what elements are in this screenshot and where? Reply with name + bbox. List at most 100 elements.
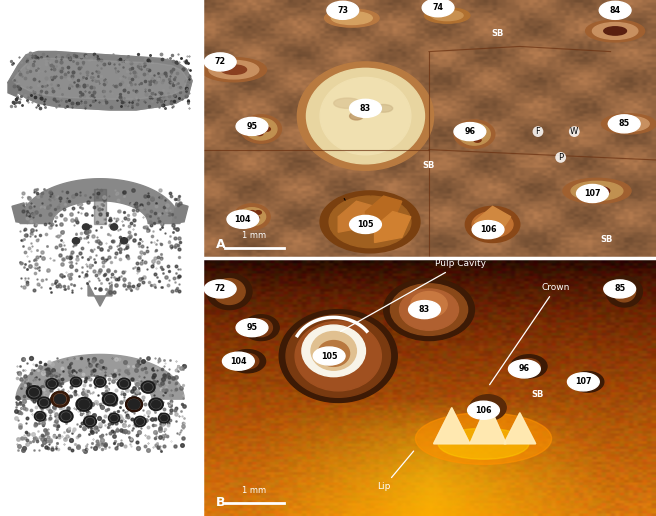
Circle shape	[250, 122, 257, 126]
Circle shape	[454, 122, 485, 141]
Circle shape	[59, 410, 73, 423]
Circle shape	[106, 395, 114, 403]
Text: 83: 83	[360, 104, 371, 113]
Text: 105: 105	[358, 220, 374, 229]
Circle shape	[143, 383, 153, 391]
Text: W: W	[570, 127, 579, 136]
Circle shape	[136, 418, 144, 425]
Circle shape	[85, 417, 94, 425]
Polygon shape	[470, 402, 506, 444]
Circle shape	[96, 378, 104, 385]
Ellipse shape	[592, 23, 638, 39]
Circle shape	[117, 378, 131, 389]
Ellipse shape	[470, 395, 506, 421]
Circle shape	[470, 132, 478, 136]
Circle shape	[160, 415, 168, 422]
Text: F: F	[535, 127, 541, 136]
Ellipse shape	[334, 98, 361, 108]
Circle shape	[94, 377, 106, 387]
Circle shape	[119, 380, 129, 388]
Ellipse shape	[465, 206, 520, 243]
Text: 85: 85	[614, 284, 625, 294]
Circle shape	[54, 394, 66, 404]
Circle shape	[256, 132, 263, 136]
Text: 107: 107	[584, 189, 601, 198]
Ellipse shape	[438, 428, 529, 459]
Ellipse shape	[306, 69, 424, 164]
Ellipse shape	[619, 120, 639, 127]
Circle shape	[236, 318, 268, 337]
Circle shape	[600, 2, 631, 20]
Text: 104: 104	[235, 215, 251, 224]
Circle shape	[222, 352, 255, 370]
Text: 72: 72	[215, 57, 226, 67]
Text: W: W	[570, 127, 579, 136]
Text: 1 mm: 1 mm	[242, 487, 266, 495]
Circle shape	[604, 280, 636, 298]
Circle shape	[159, 413, 170, 423]
Circle shape	[76, 397, 92, 411]
Circle shape	[144, 384, 152, 391]
Circle shape	[126, 397, 142, 412]
Text: 73: 73	[337, 6, 348, 15]
Ellipse shape	[472, 212, 513, 237]
Circle shape	[102, 393, 117, 406]
Circle shape	[30, 389, 39, 396]
Ellipse shape	[201, 58, 266, 82]
Circle shape	[36, 413, 44, 420]
Ellipse shape	[375, 104, 393, 112]
Ellipse shape	[415, 413, 552, 464]
Circle shape	[474, 138, 481, 142]
Ellipse shape	[318, 341, 350, 366]
Ellipse shape	[320, 191, 420, 253]
Ellipse shape	[243, 315, 279, 341]
Circle shape	[111, 415, 117, 421]
Ellipse shape	[207, 273, 252, 310]
Circle shape	[34, 412, 46, 421]
Circle shape	[350, 99, 381, 118]
Text: C: C	[8, 496, 16, 506]
Circle shape	[49, 381, 55, 386]
Text: 106: 106	[475, 406, 492, 415]
Ellipse shape	[424, 8, 470, 23]
Circle shape	[204, 280, 236, 298]
Ellipse shape	[331, 11, 373, 24]
Ellipse shape	[613, 281, 636, 302]
Text: Pulp Cavity: Pulp Cavity	[340, 260, 486, 331]
Polygon shape	[20, 179, 180, 223]
Circle shape	[254, 122, 261, 126]
Circle shape	[577, 185, 608, 202]
Ellipse shape	[563, 179, 631, 203]
Polygon shape	[504, 413, 536, 444]
Circle shape	[121, 381, 128, 387]
Circle shape	[83, 224, 90, 230]
Text: 83: 83	[419, 305, 430, 314]
Circle shape	[73, 379, 79, 385]
Circle shape	[105, 395, 115, 404]
Ellipse shape	[245, 118, 277, 140]
Circle shape	[61, 412, 71, 421]
Circle shape	[475, 130, 482, 134]
Polygon shape	[12, 203, 28, 223]
Circle shape	[26, 386, 41, 399]
Circle shape	[70, 377, 81, 387]
Ellipse shape	[411, 292, 447, 317]
Circle shape	[350, 112, 363, 120]
Ellipse shape	[311, 332, 356, 370]
Text: 74: 74	[432, 3, 443, 12]
Text: 107: 107	[575, 377, 592, 386]
Circle shape	[87, 418, 94, 425]
Circle shape	[141, 381, 155, 393]
Text: 10 mm: 10 mm	[45, 490, 72, 499]
Circle shape	[41, 399, 48, 406]
Circle shape	[151, 400, 161, 409]
Ellipse shape	[250, 318, 272, 337]
Circle shape	[463, 124, 470, 128]
Ellipse shape	[459, 123, 490, 145]
Ellipse shape	[221, 65, 247, 74]
Ellipse shape	[571, 181, 623, 201]
Circle shape	[48, 380, 56, 388]
Text: 106: 106	[480, 225, 497, 234]
Text: P: P	[558, 153, 564, 162]
Polygon shape	[338, 201, 375, 232]
